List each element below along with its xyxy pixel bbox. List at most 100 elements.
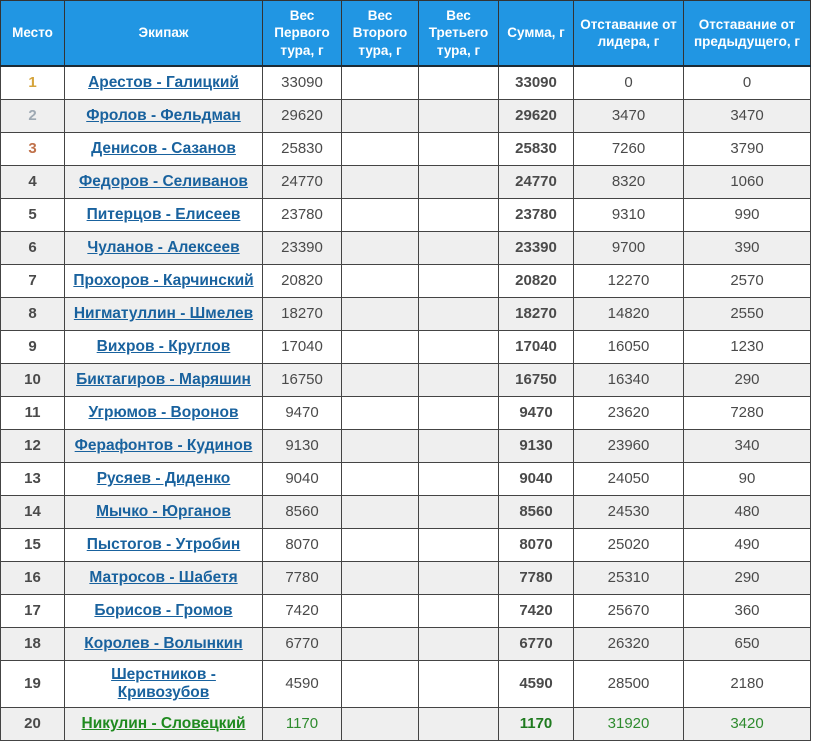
gap-from-leader-cell: 9310 <box>573 197 684 232</box>
column-header-team: Экипаж <box>64 0 263 67</box>
weight-round1-cell: 9130 <box>262 428 342 463</box>
team-cell: Пыстогов - Утробин <box>64 527 263 562</box>
team-link[interactable]: Королев - Волынкин <box>84 634 243 652</box>
weight-round3-cell <box>418 494 499 529</box>
weight-round3-cell <box>418 164 499 199</box>
team-link[interactable]: Русяев - Диденко <box>96 469 231 487</box>
gap-from-leader-cell: 16050 <box>573 329 684 364</box>
sum-cell: 33090 <box>498 65 574 100</box>
weight-round1-cell: 25830 <box>262 131 342 166</box>
place-cell: 11 <box>0 395 65 430</box>
team-link[interactable]: Фролов - Фельдман <box>86 106 241 124</box>
weight-round3-cell <box>418 706 499 741</box>
gap-from-leader-cell: 25310 <box>573 560 684 595</box>
team-cell: Королев - Волынкин <box>64 626 263 661</box>
weight-round3-cell <box>418 65 499 100</box>
weight-round2-cell <box>341 65 419 100</box>
sum-cell: 7420 <box>498 593 574 628</box>
team-cell: Прохоров - Карчинский <box>64 263 263 298</box>
team-link[interactable]: Федоров - Селиванов <box>79 172 248 190</box>
weight-round1-cell: 29620 <box>262 98 342 133</box>
gap-from-previous-cell: 2550 <box>683 296 811 331</box>
weight-round2-cell <box>341 706 419 741</box>
weight-round3-cell <box>418 362 499 397</box>
place-cell: 16 <box>0 560 65 595</box>
place-cell: 13 <box>0 461 65 496</box>
sum-cell: 18270 <box>498 296 574 331</box>
table-row: 19 Шерстников - Кривозубов 4590 4590 28500 21… <box>0 659 811 708</box>
table-row: 20 Никулин - Словецкий 1170 1170 31920 3420 <box>0 706 811 741</box>
team-link[interactable]: Ферафонтов - Кудинов <box>74 436 253 454</box>
gap-from-previous-cell: 1230 <box>683 329 811 364</box>
gap-from-previous-cell: 990 <box>683 197 811 232</box>
sum-cell: 16750 <box>498 362 574 397</box>
table-row: 4 Федоров - Селиванов 24770 24770 8320 1060 <box>0 164 811 199</box>
team-cell: Биктагиров - Маряшин <box>64 362 263 397</box>
sum-cell: 29620 <box>498 98 574 133</box>
team-link[interactable]: Питерцов - Елисеев <box>86 205 241 223</box>
weight-round3-cell <box>418 461 499 496</box>
gap-from-leader-cell: 3470 <box>573 98 684 133</box>
column-header-sum: Сумма, г <box>498 0 574 67</box>
weight-round3-cell <box>418 296 499 331</box>
team-link[interactable]: Шерстников - Кривозубов <box>111 665 216 701</box>
team-link[interactable]: Борисов - Громов <box>94 601 233 619</box>
weight-round2-cell <box>341 593 419 628</box>
team-link[interactable]: Нигматуллин - Шмелев <box>73 304 254 322</box>
team-link[interactable]: Мычко - Юрганов <box>96 502 231 520</box>
team-link[interactable]: Угрюмов - Воронов <box>88 403 239 421</box>
table-row: 15 Пыстогов - Утробин 8070 8070 25020 490 <box>0 527 811 562</box>
place-cell: 6 <box>0 230 65 265</box>
gap-from-previous-cell: 2180 <box>683 659 811 708</box>
team-link[interactable]: Прохоров - Карчинский <box>73 271 254 289</box>
sum-cell: 9130 <box>498 428 574 463</box>
team-link[interactable]: Пыстогов - Утробин <box>86 535 241 553</box>
weight-round1-cell: 20820 <box>262 263 342 298</box>
table-row: 11 Угрюмов - Воронов 9470 9470 23620 7280 <box>0 395 811 430</box>
weight-round2-cell <box>341 362 419 397</box>
team-link[interactable]: Арестов - Галицкий <box>88 73 239 91</box>
team-cell: Русяев - Диденко <box>64 461 263 496</box>
gap-from-leader-cell: 23960 <box>573 428 684 463</box>
sum-cell: 24770 <box>498 164 574 199</box>
place-cell: 18 <box>0 626 65 661</box>
gap-from-previous-cell: 340 <box>683 428 811 463</box>
sum-cell: 25830 <box>498 131 574 166</box>
table-row: 1 Арестов - Галицкий 33090 33090 0 0 <box>0 65 811 100</box>
team-cell: Вихров - Круглов <box>64 329 263 364</box>
weight-round2-cell <box>341 461 419 496</box>
place-cell: 14 <box>0 494 65 529</box>
table-row: 18 Королев - Волынкин 6770 6770 26320 650 <box>0 626 811 661</box>
place-cell: 7 <box>0 263 65 298</box>
column-header-w2: Вес Второго тура, г <box>341 0 419 67</box>
gap-from-previous-cell: 390 <box>683 230 811 265</box>
table-row: 9 Вихров - Круглов 17040 17040 16050 1230 <box>0 329 811 364</box>
gap-from-leader-cell: 25020 <box>573 527 684 562</box>
sum-cell: 17040 <box>498 329 574 364</box>
gap-from-leader-cell: 23620 <box>573 395 684 430</box>
gap-from-leader-cell: 16340 <box>573 362 684 397</box>
team-link[interactable]: Вихров - Круглов <box>96 337 231 355</box>
gap-from-leader-cell: 24050 <box>573 461 684 496</box>
sum-cell: 23780 <box>498 197 574 232</box>
gap-from-leader-cell: 24530 <box>573 494 684 529</box>
table-row: 10 Биктагиров - Маряшин 16750 16750 16340 290 <box>0 362 811 397</box>
column-header-w3: Вес Третьего тура, г <box>418 0 499 67</box>
weight-round1-cell: 4590 <box>262 659 342 708</box>
table-row: 17 Борисов - Громов 7420 7420 25670 360 <box>0 593 811 628</box>
team-link[interactable]: Никулин - Словецкий <box>81 714 246 732</box>
weight-round3-cell <box>418 230 499 265</box>
table-row: 13 Русяев - Диденко 9040 9040 24050 90 <box>0 461 811 496</box>
team-link[interactable]: Матросов - Шабетя <box>89 568 238 586</box>
team-cell: Арестов - Галицкий <box>64 65 263 100</box>
weight-round2-cell <box>341 626 419 661</box>
team-link[interactable]: Денисов - Сазанов <box>91 139 236 157</box>
gap-from-previous-cell: 480 <box>683 494 811 529</box>
team-link[interactable]: Биктагиров - Маряшин <box>76 370 251 388</box>
gap-from-leader-cell: 14820 <box>573 296 684 331</box>
weight-round3-cell <box>418 131 499 166</box>
weight-round2-cell <box>341 263 419 298</box>
team-link[interactable]: Чуланов - Алексеев <box>87 238 240 256</box>
weight-round1-cell: 16750 <box>262 362 342 397</box>
